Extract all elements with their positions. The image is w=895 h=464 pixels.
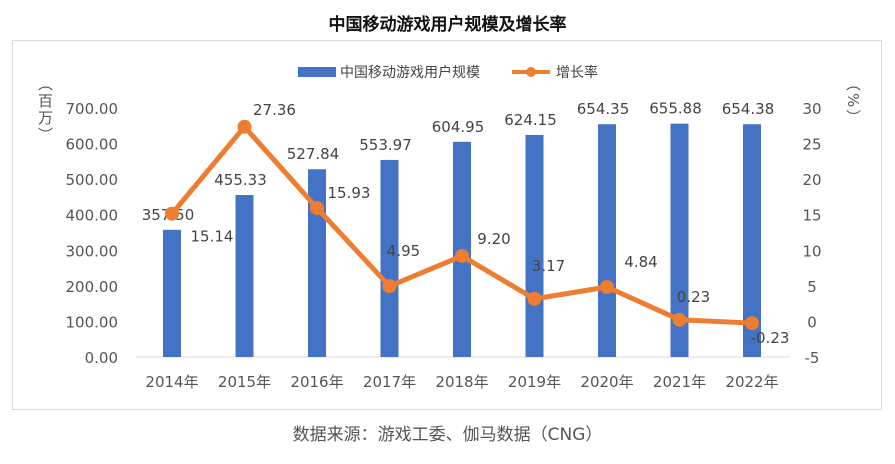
legend-line-label: 增长率 (556, 64, 598, 81)
growth-label: 15.93 (328, 184, 371, 202)
y-left-tick: 200.00 (66, 278, 119, 296)
chart-frame (12, 40, 882, 410)
growth-point (382, 279, 397, 294)
y-right-tick: 0 (807, 313, 817, 331)
x-tick: 2015年 (218, 373, 271, 391)
growth-point (455, 248, 469, 263)
bar-label: 654.38 (722, 100, 775, 118)
y-right-tick: 25 (802, 136, 821, 154)
x-tick: 2016年 (290, 373, 343, 391)
growth-label: 9.20 (477, 230, 510, 248)
growth-point (527, 291, 542, 306)
y-left-tick: 300.00 (66, 242, 119, 260)
bar (380, 159, 399, 357)
y-left-tick: 0.00 (85, 349, 118, 367)
y-left-tick: 400.00 (66, 207, 119, 225)
y-left-tick: 500.00 (66, 171, 119, 189)
growth-label: 4.84 (624, 253, 657, 271)
y-right-tick: 15 (802, 207, 821, 225)
y-right-tick: 20 (802, 171, 821, 189)
bar (163, 229, 181, 357)
bar (235, 195, 254, 357)
growth-label: 27.36 (253, 101, 296, 119)
growth-point (672, 312, 687, 327)
bar-label: 527.84 (287, 145, 340, 163)
bar-label: 655.88 (649, 100, 702, 118)
legend-line-marker (526, 67, 536, 77)
bar (598, 124, 616, 357)
legend-bar-swatch (298, 67, 336, 77)
growth-point (165, 206, 179, 221)
growth-label: 0.23 (677, 288, 710, 306)
growth-label: -0.23 (751, 329, 790, 347)
y-right-tick: 5 (807, 278, 817, 296)
y-left-tick: 100.00 (66, 313, 119, 331)
bar (525, 134, 544, 357)
bar (743, 124, 761, 357)
growth-point (310, 201, 324, 216)
x-tick: 2021年 (653, 373, 706, 391)
y-right-tick: 10 (802, 242, 821, 260)
chart-title: 中国移动游戏用户规模及增长率 (328, 15, 567, 35)
bar (670, 123, 689, 357)
growth-label: 15.14 (191, 228, 234, 246)
y-left-tick: 600.00 (66, 136, 119, 154)
source-note: 数据来源：游戏工委、伽马数据（CNG） (292, 425, 603, 445)
bar-label: 553.97 (359, 136, 412, 154)
x-tick: 2017年 (363, 373, 416, 391)
y-right-tick: 30 (802, 100, 821, 118)
bar-label: 455.33 (214, 171, 267, 189)
bar-label: 654.35 (577, 100, 630, 118)
x-tick: 2018年 (435, 373, 488, 391)
y-right-tick: -5 (805, 349, 820, 367)
growth-label: 3.17 (532, 257, 565, 275)
x-tick: 2014年 (145, 373, 198, 391)
bar-label: 604.95 (432, 118, 485, 136)
x-tick: 2020年 (580, 373, 633, 391)
legend-bar-label: 中国移动游戏用户规模 (340, 64, 480, 81)
bar-label: 624.15 (504, 111, 557, 129)
x-tick: 2022年 (725, 373, 778, 391)
growth-point (745, 316, 759, 331)
y-left-tick: 700.00 (66, 100, 119, 118)
y-left-label: （百万） (36, 76, 54, 144)
growth-point (237, 119, 252, 134)
growth-point (600, 279, 614, 294)
y-right-label: （%） (844, 76, 862, 127)
x-tick: 2019年 (508, 373, 561, 391)
growth-label: 4.95 (387, 242, 420, 260)
